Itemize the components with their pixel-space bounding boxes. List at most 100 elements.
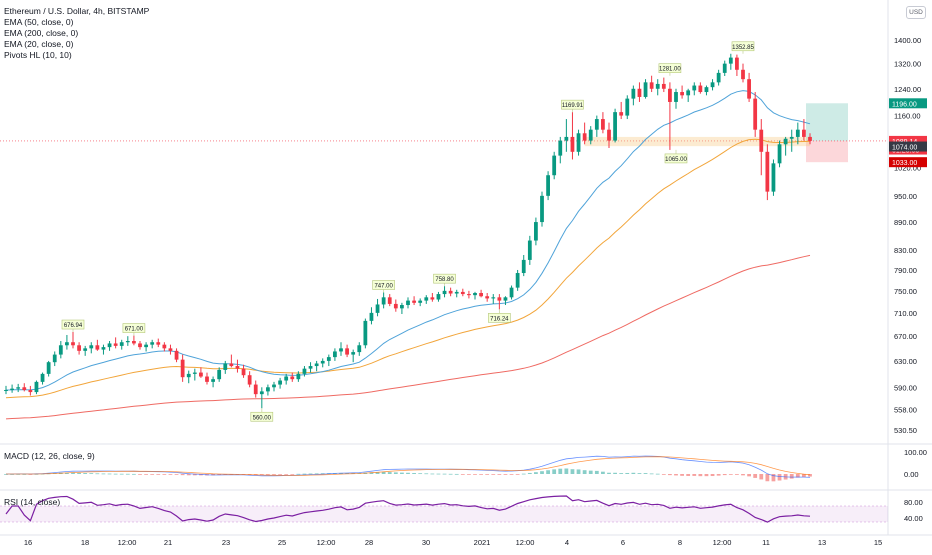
candle-body	[643, 82, 648, 97]
macd-histogram-bar	[95, 473, 100, 475]
rsi-line	[5, 495, 811, 523]
pivot-label-box	[488, 313, 511, 323]
candle-body	[728, 57, 733, 64]
ema-20-line	[5, 90, 811, 391]
candle-body	[125, 341, 130, 343]
macd-histogram-bar	[802, 474, 806, 477]
rsi-axis-tick: 40.00	[904, 514, 923, 523]
main-legend: Ethereum / U.S. Dollar, 4h, BITSTAMP EMA…	[4, 6, 149, 61]
rsi-legend[interactable]: RSI (14, close)	[4, 497, 61, 507]
candle-body	[735, 57, 739, 70]
macd-histogram-bar	[144, 474, 148, 475]
time-axis-tick: 21	[164, 538, 172, 547]
macd-axis-tick: 100.00	[904, 448, 927, 457]
candle-body	[655, 83, 660, 89]
candle-body	[393, 303, 398, 309]
position-target-zone	[806, 103, 848, 141]
macd-histogram-bar	[89, 473, 94, 474]
candle-body	[454, 291, 459, 294]
candle-body	[339, 348, 343, 352]
candle-body	[558, 140, 563, 156]
legend-pivots[interactable]: Pivots HL (10, 10)	[4, 50, 72, 60]
macd-histogram-bar	[113, 473, 118, 475]
candle-body	[192, 372, 197, 374]
candle-body	[229, 363, 234, 367]
candle-body	[625, 98, 630, 116]
price-tag-label: 1196.00	[892, 101, 917, 108]
macd-histogram-bar	[467, 474, 471, 475]
candle-body	[704, 87, 709, 93]
candle-body	[351, 352, 356, 355]
macd-histogram-bar	[613, 472, 617, 474]
macd-histogram-bar	[138, 474, 142, 475]
candle-body	[83, 348, 88, 351]
macd-histogram-bar	[728, 474, 733, 475]
candle-body	[668, 88, 672, 102]
candle-body	[253, 384, 258, 395]
legend-ema-20[interactable]: EMA (20, close, 0)	[4, 39, 74, 49]
candle-body	[637, 88, 642, 97]
candle-body	[631, 88, 636, 99]
candle-body	[686, 90, 691, 96]
macd-histogram-bar	[674, 474, 678, 476]
time-axis-tick: 13	[818, 538, 826, 547]
candle-body	[747, 79, 751, 99]
candle-body	[552, 155, 557, 176]
macd-histogram-bar	[534, 472, 538, 474]
macd-histogram-bar	[540, 471, 544, 474]
macd-histogram-bar	[448, 473, 453, 475]
candle-body	[789, 136, 794, 139]
pivot-label: 560.00	[253, 415, 272, 421]
legend-ema-50[interactable]: EMA (50, close, 0)	[4, 17, 74, 27]
candle-body	[576, 133, 581, 152]
currency-chip[interactable]: USD	[906, 6, 926, 19]
macd-histogram-bar	[192, 474, 197, 476]
time-axis-tick: 8	[678, 538, 682, 547]
macd-histogram-bar	[716, 474, 721, 476]
candle-body	[485, 296, 490, 299]
macd-histogram-bar	[454, 473, 459, 475]
legend-symbol[interactable]: Ethereum / U.S. Dollar, 4h, BITSTAMP	[4, 6, 150, 16]
price-tag	[889, 135, 927, 146]
macd-histogram-bar	[424, 473, 429, 475]
macd-legend[interactable]: MACD (12, 26, close, 9)	[4, 451, 95, 461]
candle-body	[759, 129, 764, 152]
candle-body	[34, 381, 39, 393]
candle-body	[308, 366, 313, 369]
candle-body	[527, 240, 532, 260]
candle-body	[223, 363, 228, 370]
macd-histogram-bar	[515, 474, 520, 475]
candle-body	[808, 136, 812, 141]
price-axis-tick: 1240.00	[894, 85, 921, 94]
macd-histogram-bar	[710, 474, 715, 477]
time-axis-tick: 12:00	[713, 538, 732, 547]
macd-histogram-bar	[71, 472, 75, 474]
candle-body	[777, 144, 782, 164]
candle-body	[497, 297, 502, 301]
candle-body	[58, 345, 63, 355]
macd-histogram-bar	[795, 474, 800, 478]
candle-body	[320, 360, 325, 364]
candle-body	[375, 304, 380, 313]
time-axis-tick: 30	[422, 538, 430, 547]
macd-histogram-bar	[607, 472, 611, 474]
candle-body	[588, 129, 593, 141]
macd-histogram-bar	[266, 474, 270, 475]
macd-histogram-bar	[735, 474, 739, 475]
macd-histogram-bar	[637, 473, 642, 474]
macd-histogram-bar	[594, 470, 599, 474]
candle-body	[156, 342, 161, 345]
macd-histogram-bar	[521, 473, 526, 475]
legend-ema-200[interactable]: EMA (200, close, 0)	[4, 28, 79, 38]
macd-histogram-bar	[771, 474, 776, 482]
macd-histogram-bar	[747, 474, 751, 477]
macd-histogram-bar	[582, 470, 587, 474]
macd-histogram-bar	[119, 473, 124, 475]
macd-histogram-bar	[150, 474, 155, 475]
time-axis-tick: 11	[762, 538, 770, 547]
macd-histogram-bar	[418, 473, 423, 475]
candle-body	[22, 387, 27, 391]
macd-histogram-bar	[503, 474, 508, 475]
